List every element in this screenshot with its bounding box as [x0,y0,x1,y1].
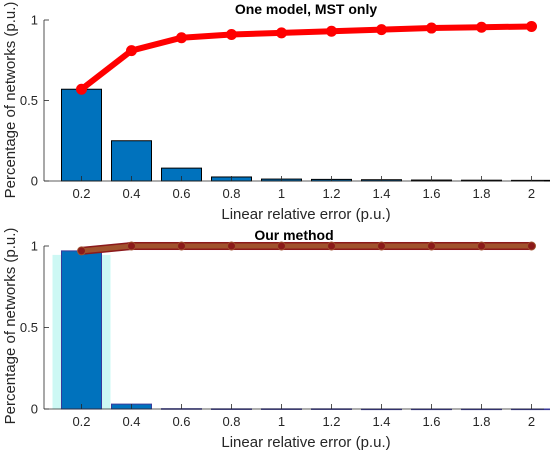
top-chart-panel: One model, MST only Linear relative erro… [2,1,550,223]
top-y-tick-label: 1 [31,13,38,28]
bottom-x-tick-label: 1.2 [322,414,340,429]
top-line-point-0.2 [76,83,87,95]
bottom-line-point-1 [277,241,286,251]
bottom-line-point-1.6 [427,241,436,251]
bottom-x-tick-label: 1.8 [472,414,490,429]
top-x-tick-label: 0.8 [222,186,240,201]
top-line-point-1.2 [326,25,337,37]
top-plot-area [61,20,550,182]
bottom-y-tick-label: 0.5 [20,320,38,335]
bottom-y-tick-label: 1 [31,239,38,254]
top-line-point-0.8 [226,28,237,40]
top-x-tick-label: 0.2 [72,186,90,201]
top-x-tick-label: 1.6 [422,186,440,201]
bottom-x-tick-label: 0.4 [122,414,140,429]
bottom-plot-area [52,241,550,411]
top-x-tick-label: 0.4 [122,186,140,201]
top-x-tick-label: 1.8 [472,186,490,201]
bottom-x-tick-label: 1.4 [372,414,390,429]
bottom-line-point-0.8 [227,241,236,251]
bottom-x-tick-label: 0.8 [222,414,240,429]
top-line-point-2 [526,20,537,32]
bottom-line-point-2 [527,241,536,251]
bottom-line-point-1.2 [327,241,336,251]
top-cumulative-line [78,23,535,93]
top-x-tick-label: 1.4 [372,186,390,201]
top-line-point-1 [276,27,287,39]
top-chart-title: One model, MST only [235,1,378,17]
bottom-line-point-0.4 [127,241,136,251]
top-bar-0.2 [61,88,102,182]
bottom-x-tick-label: 0.2 [72,414,90,429]
top-y-tick-label: 0 [31,174,38,189]
top-line-point-1.4 [376,24,387,36]
bottom-line-point-1.4 [377,241,386,251]
top-line-point-0.6 [176,32,187,44]
bottom-x-tick-label: 2 [528,414,535,429]
bottom-cumulative-line [79,243,534,254]
bottom-bar-0.2 [61,250,102,410]
top-y-tick-label: 0.5 [20,93,38,108]
top-x-tick-label: 1 [278,186,285,201]
top-chart-ylabel: Percentage of networks (p.u.) [2,2,19,199]
bottom-chart-title: Our method [254,227,333,243]
bottom-chart-xlabel: Linear relative error (p.u.) [221,434,390,451]
top-x-tick-label: 0.6 [172,186,190,201]
bottom-x-tick-label: 1.6 [422,414,440,429]
top-x-tick-label: 1.2 [322,186,340,201]
bottom-chart-panel: Our method Linear relative error (p.u.) … [2,227,550,451]
bottom-chart-ylabel: Percentage of networks (p.u.) [2,228,19,425]
bottom-line-point-1.8 [477,241,486,251]
bottom-line-point-0.6 [177,241,186,251]
bottom-x-tick-label: 0.6 [172,414,190,429]
bottom-line-point-0.2 [77,246,86,256]
top-x-tick-label: 2 [528,186,535,201]
top-bar-0.4 [111,140,152,182]
bottom-x-tick-label: 1 [278,414,285,429]
bottom-y-tick-label: 0 [31,402,38,417]
top-line-point-1.6 [426,22,437,34]
top-line-point-0.4 [126,45,137,57]
top-chart-xlabel: Linear relative error (p.u.) [221,206,390,223]
top-line-point-1.8 [476,21,487,33]
